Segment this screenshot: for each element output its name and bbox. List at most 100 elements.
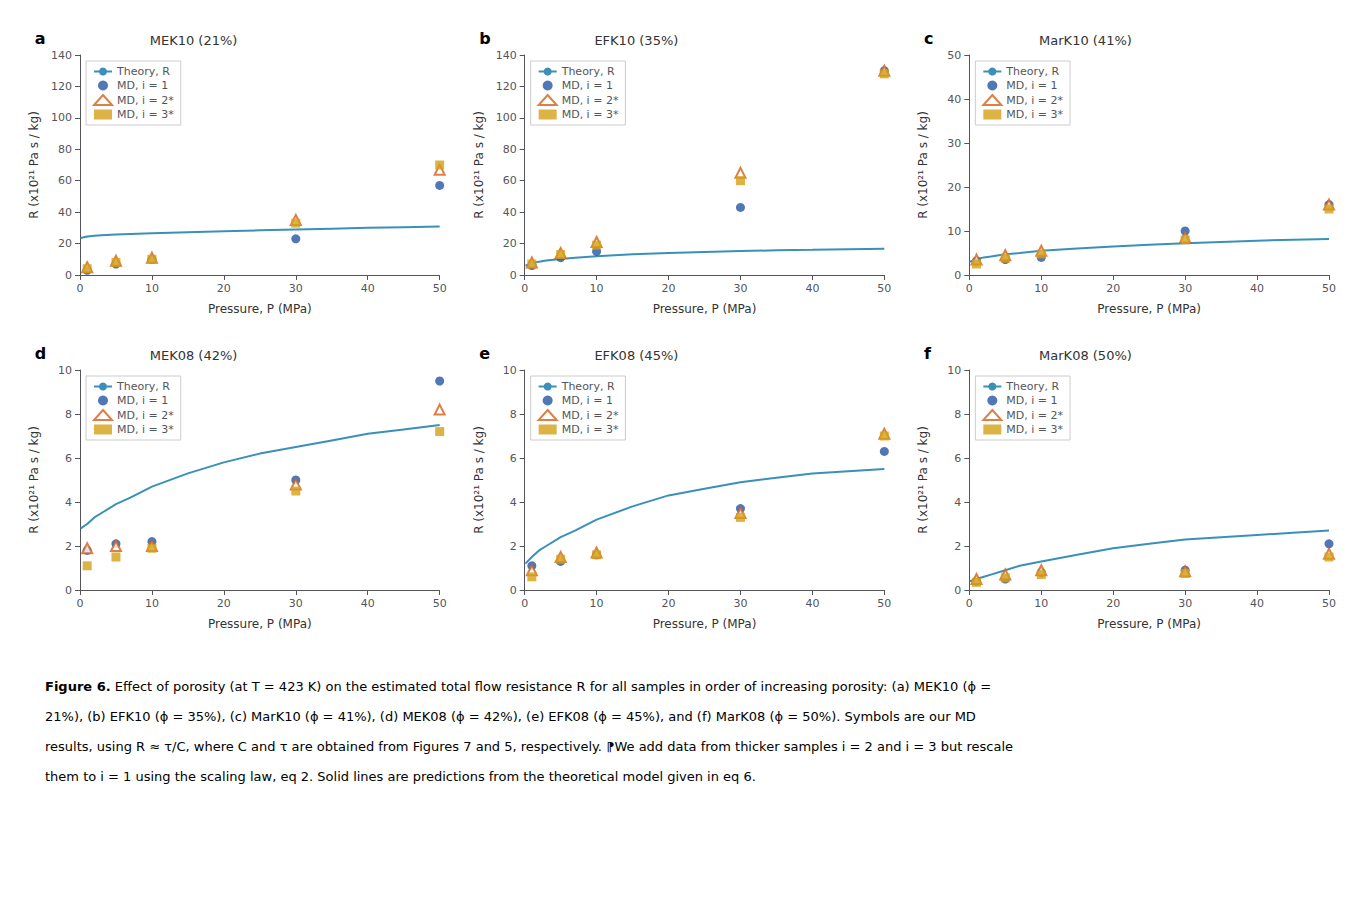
svg-text:50: 50 xyxy=(433,597,447,610)
svg-text:MD, i = 1: MD, i = 1 xyxy=(562,394,613,407)
svg-text:R (x10²¹ Pa s / kg): R (x10²¹ Pa s / kg) xyxy=(27,111,41,219)
svg-text:Theory, R: Theory, R xyxy=(561,380,615,393)
svg-text:2: 2 xyxy=(65,540,72,553)
svg-text:results, using R ≈ τ/C, where: results, using R ≈ τ/C, where C and τ ar… xyxy=(45,739,1013,754)
svg-text:30: 30 xyxy=(289,597,303,610)
svg-text:0: 0 xyxy=(521,597,528,610)
svg-text:10: 10 xyxy=(1034,282,1048,295)
svg-text:MD, i = 3*: MD, i = 3* xyxy=(1006,108,1063,121)
svg-text:50: 50 xyxy=(877,282,891,295)
svg-text:d: d xyxy=(35,344,46,363)
svg-text:40: 40 xyxy=(361,597,375,610)
svg-text:MarK08 (50%): MarK08 (50%) xyxy=(1039,348,1132,363)
svg-text:120: 120 xyxy=(51,80,72,93)
svg-text:f: f xyxy=(924,344,932,363)
svg-text:20: 20 xyxy=(1106,597,1120,610)
svg-text:0: 0 xyxy=(954,584,961,597)
svg-text:R (x10²¹ Pa s / kg): R (x10²¹ Pa s / kg) xyxy=(916,111,930,219)
svg-text:50: 50 xyxy=(1322,597,1336,610)
svg-text:MD, i = 1: MD, i = 1 xyxy=(562,79,613,92)
svg-text:10: 10 xyxy=(145,597,159,610)
svg-text:MD, i = 2*: MD, i = 2* xyxy=(562,409,619,422)
svg-text:MD, i = 1: MD, i = 1 xyxy=(117,394,168,407)
svg-text:b: b xyxy=(479,29,490,48)
svg-text:Theory, R: Theory, R xyxy=(116,65,170,78)
svg-text:20: 20 xyxy=(503,237,517,250)
svg-text:6: 6 xyxy=(954,452,961,465)
svg-text:Pressure, P (MPa): Pressure, P (MPa) xyxy=(653,302,757,316)
svg-text:MD, i = 3*: MD, i = 3* xyxy=(117,108,174,121)
svg-text:MD, i = 3*: MD, i = 3* xyxy=(562,108,619,121)
svg-text:40: 40 xyxy=(805,597,819,610)
svg-text:20: 20 xyxy=(217,282,231,295)
svg-text:4: 4 xyxy=(65,496,72,509)
svg-text:80: 80 xyxy=(58,143,72,156)
svg-text:8: 8 xyxy=(65,408,72,421)
svg-text:MD, i = 2*: MD, i = 2* xyxy=(1006,409,1063,422)
svg-text:EFK08 (45%): EFK08 (45%) xyxy=(594,348,678,363)
svg-text:40: 40 xyxy=(58,206,72,219)
svg-text:MEK08 (42%): MEK08 (42%) xyxy=(150,348,238,363)
svg-text:0: 0 xyxy=(966,282,973,295)
svg-text:them to i = 1 using the scalin: them to i = 1 using the scaling law, eq … xyxy=(45,769,756,784)
svg-text:0: 0 xyxy=(510,584,517,597)
svg-text:2: 2 xyxy=(510,540,517,553)
svg-text:40: 40 xyxy=(1250,597,1264,610)
svg-text:30: 30 xyxy=(733,282,747,295)
svg-text:20: 20 xyxy=(947,181,961,194)
svg-text:60: 60 xyxy=(503,174,517,187)
svg-text:c: c xyxy=(924,29,933,48)
svg-text:4: 4 xyxy=(510,496,517,509)
svg-text:0: 0 xyxy=(65,584,72,597)
svg-text:4: 4 xyxy=(954,496,961,509)
svg-text:EFK10 (35%): EFK10 (35%) xyxy=(594,33,678,48)
svg-text:20: 20 xyxy=(662,597,676,610)
svg-text:140: 140 xyxy=(496,49,517,62)
svg-text:Theory, R: Theory, R xyxy=(561,65,615,78)
svg-text:30: 30 xyxy=(1178,597,1192,610)
svg-text:10: 10 xyxy=(590,282,604,295)
svg-text:R (x10²¹ Pa s / kg): R (x10²¹ Pa s / kg) xyxy=(472,426,486,534)
svg-text:6: 6 xyxy=(510,452,517,465)
svg-text:0: 0 xyxy=(77,597,84,610)
svg-text:50: 50 xyxy=(877,597,891,610)
svg-text:0: 0 xyxy=(65,269,72,282)
svg-text:R (x10²¹ Pa s / kg): R (x10²¹ Pa s / kg) xyxy=(472,111,486,219)
svg-text:30: 30 xyxy=(1178,282,1192,295)
svg-text:40: 40 xyxy=(503,206,517,219)
svg-text:10: 10 xyxy=(145,282,159,295)
svg-text:80: 80 xyxy=(503,143,517,156)
svg-text:0: 0 xyxy=(521,282,528,295)
svg-text:40: 40 xyxy=(1250,282,1264,295)
svg-text:Pressure, P (MPa): Pressure, P (MPa) xyxy=(208,302,312,316)
svg-text:MD, i = 3*: MD, i = 3* xyxy=(1006,423,1063,436)
svg-text:21%), (b) EFK10 (ϕ = 35%), (c): 21%), (b) EFK10 (ϕ = 35%), (c) MarK10 (ϕ… xyxy=(45,709,976,724)
svg-text:30: 30 xyxy=(947,137,961,150)
svg-text:e: e xyxy=(479,344,490,363)
svg-text:20: 20 xyxy=(1106,282,1120,295)
svg-text:MD, i = 2*: MD, i = 2* xyxy=(117,409,174,422)
svg-text:R (x10²¹ Pa s / kg): R (x10²¹ Pa s / kg) xyxy=(916,426,930,534)
svg-text:MEK10 (21%): MEK10 (21%) xyxy=(150,33,238,48)
svg-text:50: 50 xyxy=(1322,282,1336,295)
svg-text:MD, i = 3*: MD, i = 3* xyxy=(117,423,174,436)
svg-text:8: 8 xyxy=(510,408,517,421)
svg-text:10: 10 xyxy=(947,364,961,377)
svg-text:40: 40 xyxy=(361,282,375,295)
svg-text:Pressure, P (MPa): Pressure, P (MPa) xyxy=(208,617,312,631)
svg-text:MarK10 (41%): MarK10 (41%) xyxy=(1039,33,1132,48)
svg-text:30: 30 xyxy=(289,282,303,295)
svg-text:30: 30 xyxy=(733,597,747,610)
svg-text:0: 0 xyxy=(510,269,517,282)
svg-text:0: 0 xyxy=(954,269,961,282)
svg-text:Theory, R: Theory, R xyxy=(1005,380,1059,393)
svg-text:2: 2 xyxy=(954,540,961,553)
svg-text:120: 120 xyxy=(496,80,517,93)
svg-text:10: 10 xyxy=(503,364,517,377)
svg-text:MD, i = 2*: MD, i = 2* xyxy=(562,94,619,107)
svg-text:Pressure, P (MPa): Pressure, P (MPa) xyxy=(1097,302,1201,316)
svg-text:MD, i = 1: MD, i = 1 xyxy=(1006,394,1057,407)
svg-text:Pressure, P (MPa): Pressure, P (MPa) xyxy=(1097,617,1201,631)
svg-text:20: 20 xyxy=(662,282,676,295)
svg-text:100: 100 xyxy=(51,111,72,124)
